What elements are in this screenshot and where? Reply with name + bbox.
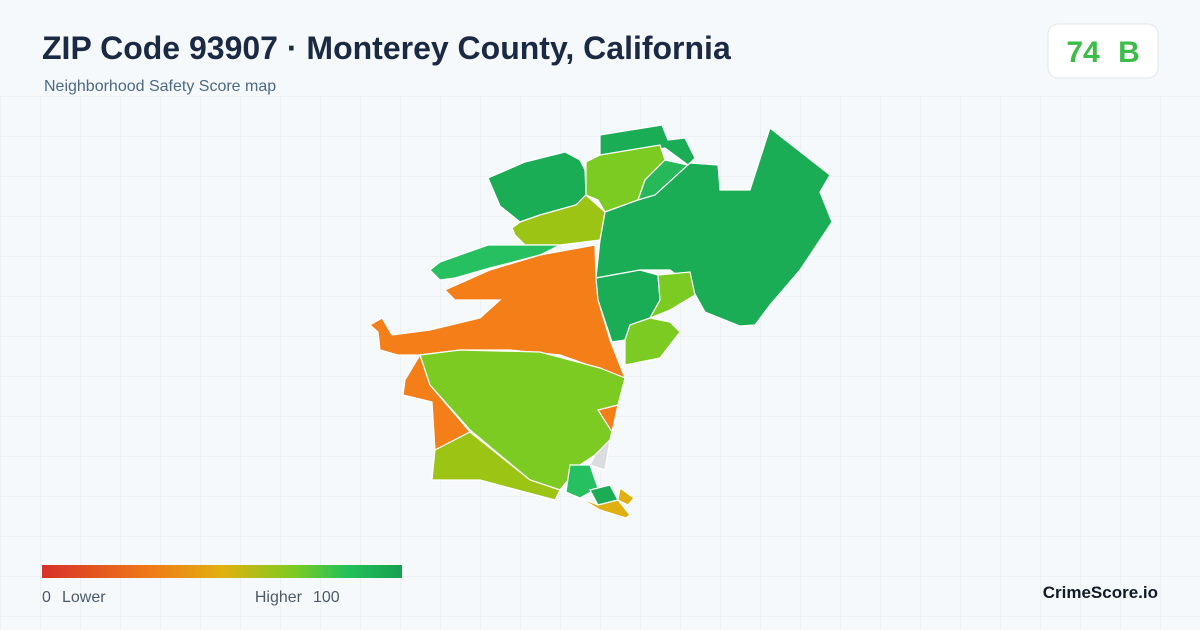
region — [597, 404, 619, 434]
region — [648, 271, 696, 320]
region — [589, 438, 611, 471]
legend-max-label: Higher — [255, 589, 303, 606]
region — [431, 431, 561, 501]
legend-max: 100 — [313, 589, 340, 606]
legend-ramp — [42, 565, 402, 578]
region — [595, 126, 833, 327]
title: ZIP Code 93907 · Monterey County, Califo… — [42, 30, 731, 66]
region — [624, 317, 681, 366]
zip-map — [368, 124, 833, 519]
brand: CrimeScore.io — [1043, 583, 1158, 602]
score-grade: B — [1118, 36, 1140, 69]
region — [617, 486, 635, 506]
header-bg — [0, 0, 1200, 96]
region — [579, 497, 631, 519]
score-badge — [1047, 23, 1159, 79]
region — [429, 244, 561, 281]
region — [511, 194, 606, 246]
legend-min-label: Lower — [62, 589, 106, 606]
score-value: 74 — [1066, 36, 1100, 69]
subtitle: Neighborhood Safety Score map — [44, 78, 276, 95]
legend-min: 0 — [42, 589, 51, 606]
